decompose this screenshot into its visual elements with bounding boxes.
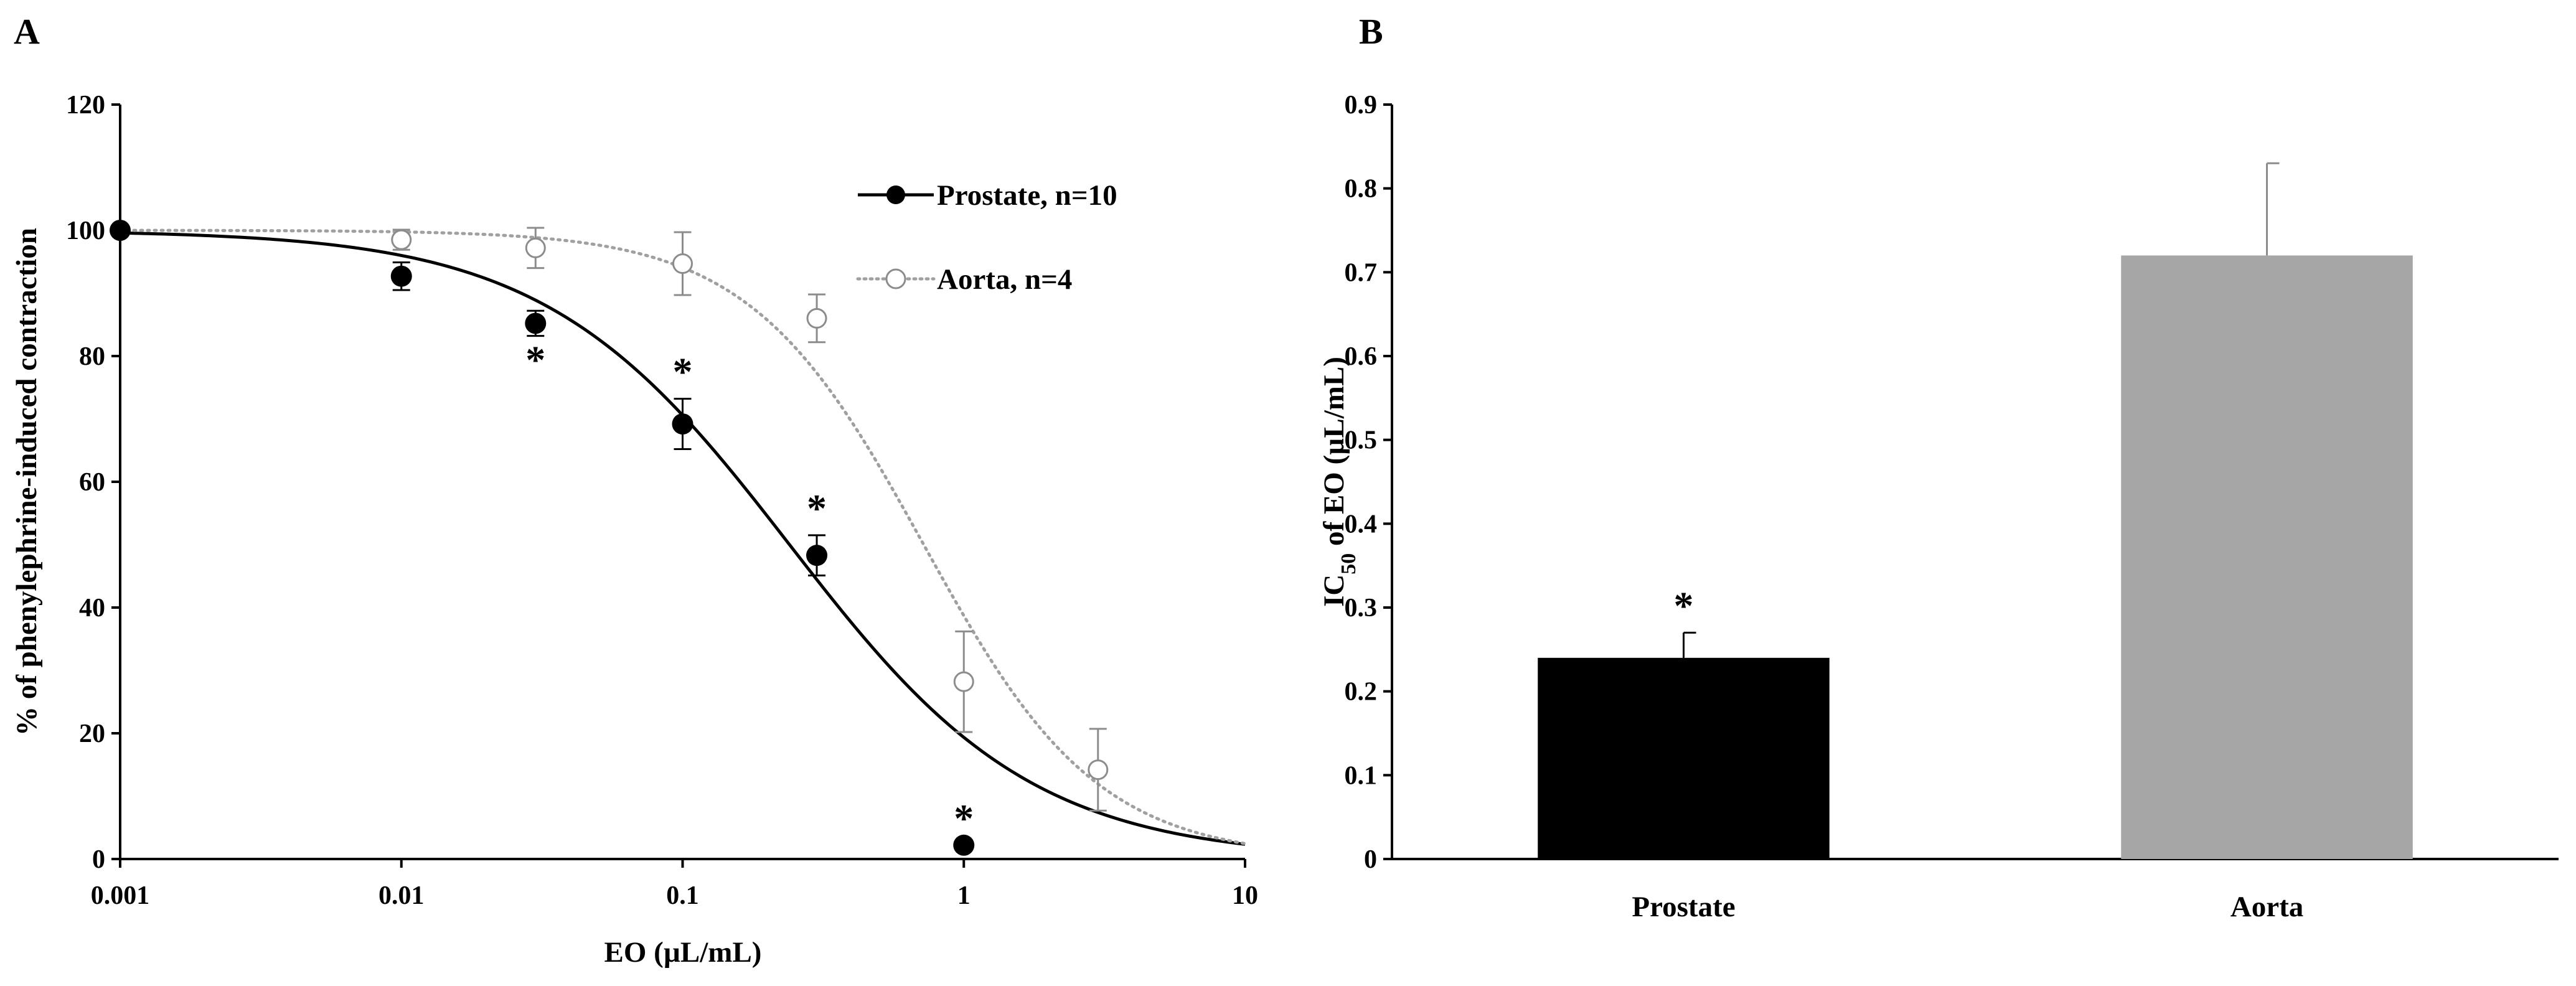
significance-star: *: [525, 338, 545, 382]
panel-a-y-tick-label: 0: [92, 845, 105, 874]
panel-a-y-tick-label: 120: [66, 91, 105, 120]
panel-b-y-tick-label: 0.7: [1345, 258, 1378, 287]
data-point-prostate: [953, 834, 975, 856]
significance-star: *: [807, 486, 827, 530]
data-point-prostate: [806, 545, 828, 566]
data-point-prostate: [525, 312, 547, 334]
significance-star: *: [1674, 583, 1694, 627]
panel-b-y-tick-label: 0.5: [1345, 426, 1378, 455]
legend-prostate-label: Prostate, n=10: [937, 179, 1117, 212]
bar-aorta: [2121, 255, 2413, 859]
panel-a-x-tick-label: 0.1: [666, 881, 699, 910]
panel-a-legend: Prostate, n=10 Aorta, n=4: [856, 179, 1117, 296]
panel-b-y-tick-label: 0.8: [1345, 175, 1378, 204]
panel-b-y-tick-label: 0.4: [1345, 510, 1378, 538]
panel-a-y-axis-title: % of phenylephrine-induced contraction: [11, 228, 43, 736]
panel-a-x-tick-label: 10: [1232, 881, 1258, 910]
data-point-aorta: [525, 237, 546, 258]
legend-aorta-marker: [885, 268, 906, 289]
panel-a-x-tick-label: 1: [957, 881, 971, 910]
panel-a-y-tick-label: 100: [66, 217, 105, 245]
panel-a-x-axis-title: EO (µL/mL): [604, 936, 762, 969]
panel-b-y-tick-label: 0.1: [1345, 761, 1378, 790]
bar-prostate: [1538, 657, 1830, 859]
panel-b-y-tick-label: 0.9: [1345, 91, 1378, 120]
panel-b-y-tick-label: 0.6: [1345, 342, 1378, 371]
panel-a-x-tick-label: 0.01: [378, 881, 425, 910]
panel-a: A 0 20 40 60 80 100 120 0.001 0.01 0.1 1 10 * * * * E…: [11, 11, 1258, 969]
panel-b-category-label: Aorta: [2230, 891, 2303, 923]
panel-b-y-axis-title: IC50 of EO (µL/mL): [1318, 357, 1360, 607]
panel-a-y-tick-label: 80: [79, 342, 105, 371]
legend-prostate-marker: [886, 185, 905, 204]
data-point-aorta: [672, 253, 693, 275]
panel-b-category-label: Prostate: [1632, 891, 1735, 923]
panel-b-y-tick-label: 0: [1364, 845, 1377, 874]
legend-aorta-label: Aorta, n=4: [937, 263, 1072, 296]
fit-curve-aorta: [118, 228, 1247, 845]
data-point-prostate: [390, 265, 412, 287]
panel-b-label: B: [1359, 11, 1383, 52]
data-point-prostate: [110, 220, 131, 241]
panel-a-x-tick-label: 0.001: [91, 881, 150, 910]
panel-a-y-tick-label: 40: [79, 594, 105, 622]
data-point-aorta: [391, 229, 412, 250]
panel-a-y-tick-label: 20: [79, 720, 105, 748]
significance-star: *: [954, 796, 974, 840]
significance-star: *: [673, 350, 693, 394]
panel-b-y-tick-label: 0.2: [1345, 678, 1378, 707]
panel-a-label: A: [14, 11, 40, 52]
data-point-aorta: [1088, 759, 1109, 781]
panel-a-y-tick-label: 60: [79, 468, 105, 497]
panel-b-y-tick-label: 0.3: [1345, 594, 1378, 622]
data-point-aorta: [953, 671, 974, 692]
panel-b: B 0 0.1 0.2 0.3 0.4 0.5 0.6 0.7 0.8 0.9 * Prostat…: [1318, 11, 2559, 923]
data-point-prostate: [672, 413, 693, 435]
data-point-aorta: [806, 308, 827, 329]
fit-curve-prostate: [120, 231, 1246, 846]
